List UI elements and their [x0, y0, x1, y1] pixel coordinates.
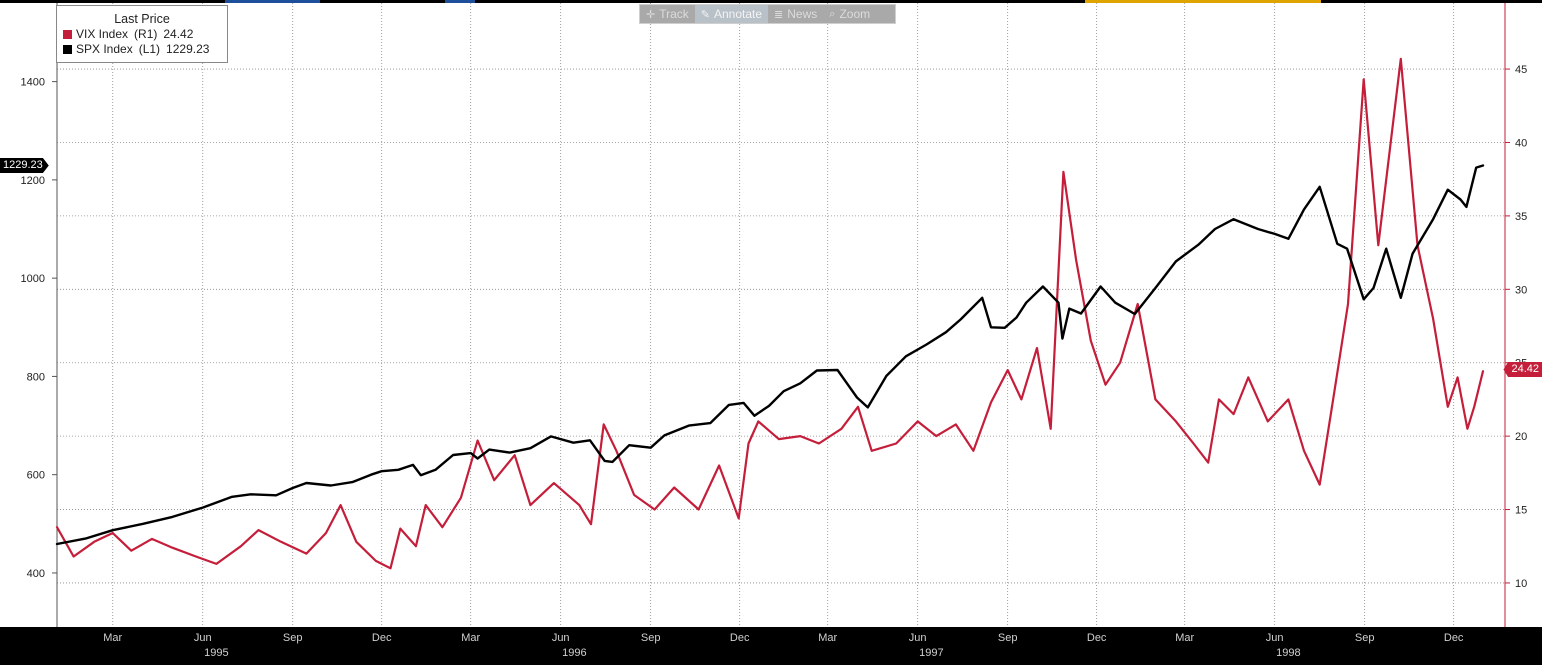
x-tick-label: Sep: [998, 632, 1018, 644]
track-button[interactable]: ✛ Track: [640, 5, 695, 23]
x-axis: Mar Jun Sep Dec Mar Jun Sep Dec Mar Jun Sep Dec Mar J…: [103, 632, 1464, 659]
year-label: 1996: [562, 647, 586, 659]
spx-series-line: [55, 164, 1485, 546]
x-tick-label: Mar: [1175, 632, 1194, 644]
top-tab-strip-2: [445, 0, 475, 3]
year-label: 1997: [919, 647, 943, 659]
vix-last-value-tag: 24.42: [1503, 362, 1542, 377]
x-tick-label: Mar: [818, 632, 837, 644]
x-tick-label: Mar: [103, 632, 122, 644]
top-highlight-strip: [1085, 0, 1321, 3]
magnifier-icon: ⌕: [829, 7, 836, 20]
track-label: Track: [659, 7, 689, 21]
right-tick-label: 20: [1515, 431, 1527, 443]
grid: [57, 3, 1505, 627]
legend-series-axis: (R1): [134, 27, 158, 41]
vix-series-line: [55, 57, 1485, 570]
x-tick-label: Dec: [1087, 632, 1107, 644]
year-label: 1998: [1276, 647, 1300, 659]
top-tab-strip-1: [225, 0, 320, 3]
legend-entry-spx[interactable]: SPX Index (L1) 1229.23: [57, 42, 227, 56]
left-tick-label: 600: [27, 470, 45, 482]
legend[interactable]: Last Price VIX Index (R1) 24.42 SPX Inde…: [56, 5, 228, 63]
left-axis: 400 600 800 1000 1200 1400: [21, 3, 58, 627]
zoom-label: Zoom: [839, 7, 871, 21]
legend-entry-vix[interactable]: VIX Index (R1) 24.42: [57, 27, 227, 41]
vix-swatch: [63, 29, 72, 39]
x-tick-label: Sep: [283, 632, 303, 644]
left-tick-label: 400: [27, 568, 45, 580]
spx-last-value-tag: 1229.23: [0, 158, 49, 173]
x-tick-label: Sep: [641, 632, 661, 644]
annotate-button[interactable]: ✎ Annotate: [694, 5, 769, 23]
left-tick-label: 800: [27, 371, 45, 383]
crosshair-icon: ✛: [646, 8, 656, 21]
x-tick-label: Jun: [909, 632, 927, 644]
spx-swatch: [63, 44, 72, 54]
left-tick-label: 1000: [21, 273, 45, 285]
annotate-label: Annotate: [714, 7, 763, 21]
legend-series-value: 1229.23: [166, 42, 210, 56]
series-layer: [55, 57, 1485, 570]
zoom-button[interactable]: ⌕ Zoom: [823, 5, 876, 23]
right-tick-label: 15: [1515, 505, 1527, 517]
right-tick-label: 45: [1515, 64, 1527, 76]
legend-series-value: 24.42: [163, 27, 194, 41]
legend-series-axis: (L1): [138, 42, 161, 56]
x-tick-label: Dec: [372, 632, 392, 644]
x-tick-label: Jun: [1266, 632, 1284, 644]
x-tick-label: Jun: [552, 632, 570, 644]
news-label: News: [787, 7, 818, 21]
legend-series-name: SPX Index: [76, 42, 133, 56]
left-tick-label: 1200: [21, 175, 45, 187]
pencil-icon: ✎: [700, 8, 710, 21]
year-label: 1995: [204, 647, 228, 659]
legend-title: Last Price: [114, 12, 170, 26]
right-tick-label: 40: [1515, 137, 1527, 149]
right-axis: 1015202530354045: [1504, 3, 1527, 627]
plot-area: [0, 3, 1542, 627]
left-tick-label: 1400: [21, 77, 45, 89]
x-tick-label: Jun: [194, 632, 212, 644]
right-tick-label: 10: [1515, 578, 1527, 590]
right-tick-label: 35: [1515, 211, 1527, 223]
legend-series-name: VIX Index: [76, 27, 129, 41]
chart-toolbar: ✛ Track ✎ Annotate ≣ News ⌕ Zoom: [639, 4, 896, 24]
news-icon: ≣: [774, 8, 784, 21]
x-tick-label: Dec: [730, 632, 750, 644]
x-tick-label: Dec: [1444, 632, 1464, 644]
x-tick-label: Sep: [1355, 632, 1375, 644]
x-tick-label: Mar: [461, 632, 480, 644]
news-button[interactable]: ≣ News: [768, 5, 823, 23]
right-tick-label: 30: [1515, 284, 1527, 296]
